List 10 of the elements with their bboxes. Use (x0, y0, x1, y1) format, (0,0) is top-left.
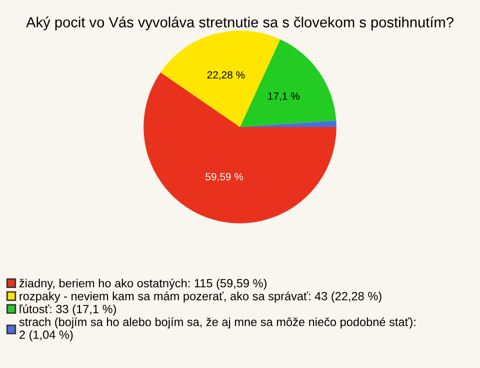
pie-slice (240, 120, 336, 127)
data-label: 59,59 % (206, 173, 244, 182)
legend-label: rozpaky - neviem kam sa mám pozerať, ako sa správať: 43 (22,28 %) (20, 292, 382, 303)
data-label: 17,1 % (268, 92, 300, 101)
pie-slice (144, 72, 336, 224)
chart-title: Aký pocit vo Vás vyvoláva stretnutie sa s človekom s postihnutím? (26, 16, 454, 30)
legend-label: strach (bojím sa ho alebo bojím sa, že aj mne sa môže niečo podobné stať): 2 (1,04 %) (19, 317, 416, 342)
legend-label: žiadny, beriem ho ako ostatných: 115 (59,59 %) (19, 278, 266, 290)
data-label: 22,28 % (207, 71, 245, 80)
legend-label: ľútosť: 33 (17,1 %) (20, 304, 116, 316)
